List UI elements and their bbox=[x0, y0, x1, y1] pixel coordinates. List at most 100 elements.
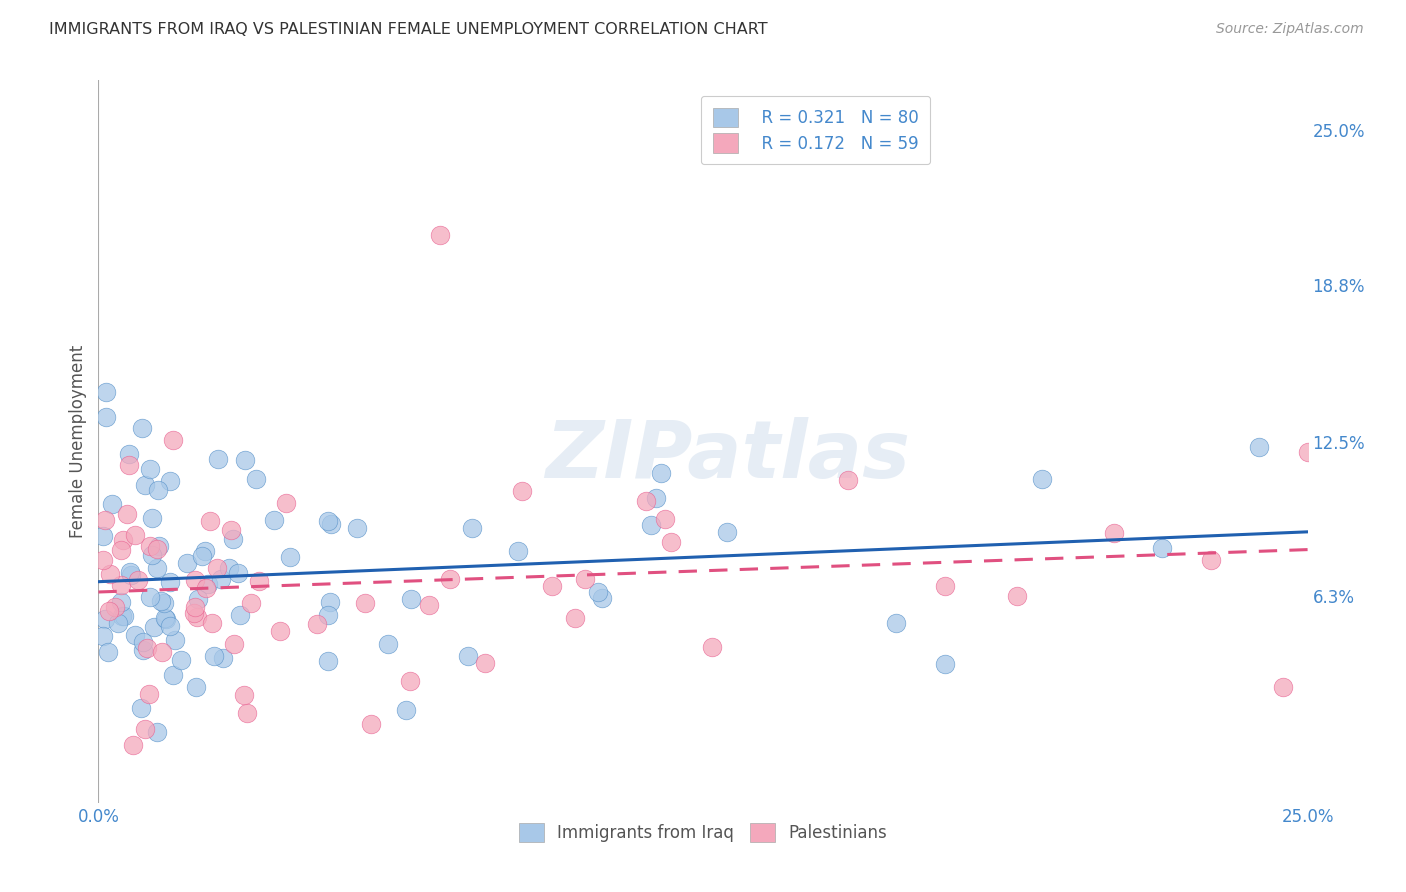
Point bbox=[132, 643, 155, 657]
Point bbox=[429, 227, 451, 242]
Point bbox=[186, 610, 208, 624]
Point bbox=[1296, 445, 1319, 459]
Point bbox=[229, 607, 252, 622]
Point bbox=[1199, 552, 1222, 566]
Point bbox=[207, 452, 229, 467]
Point bbox=[461, 521, 484, 535]
Point bbox=[274, 496, 297, 510]
Point bbox=[886, 615, 908, 630]
Point bbox=[588, 584, 610, 599]
Point bbox=[131, 421, 153, 435]
Point bbox=[159, 575, 181, 590]
Point bbox=[1007, 590, 1029, 604]
Text: ZIPatlas: ZIPatlas bbox=[544, 417, 910, 495]
Point bbox=[110, 595, 132, 609]
Point bbox=[645, 491, 668, 506]
Point bbox=[360, 717, 382, 731]
Point bbox=[165, 633, 187, 648]
Point bbox=[474, 656, 496, 670]
Point bbox=[132, 635, 155, 649]
Point bbox=[218, 560, 240, 574]
Point bbox=[152, 596, 174, 610]
Point bbox=[540, 579, 562, 593]
Point bbox=[1249, 440, 1271, 454]
Point bbox=[319, 517, 342, 532]
Point bbox=[118, 565, 141, 579]
Point bbox=[307, 617, 329, 632]
Point bbox=[176, 556, 198, 570]
Point bbox=[148, 539, 170, 553]
Point bbox=[399, 591, 422, 606]
Point bbox=[316, 655, 339, 669]
Point bbox=[107, 616, 129, 631]
Point bbox=[591, 591, 613, 606]
Point bbox=[233, 453, 256, 467]
Legend: Immigrants from Iraq, Palestinians: Immigrants from Iraq, Palestinians bbox=[512, 816, 894, 848]
Text: IMMIGRANTS FROM IRAQ VS PALESTINIAN FEMALE UNEMPLOYMENT CORRELATION CHART: IMMIGRANTS FROM IRAQ VS PALESTINIAN FEMA… bbox=[49, 22, 768, 37]
Point bbox=[146, 483, 169, 497]
Point bbox=[226, 566, 249, 581]
Point bbox=[184, 600, 207, 615]
Point bbox=[115, 507, 138, 521]
Point bbox=[201, 615, 224, 630]
Point bbox=[650, 466, 672, 480]
Point bbox=[221, 533, 243, 547]
Point bbox=[94, 513, 117, 527]
Point bbox=[263, 513, 285, 527]
Point bbox=[316, 607, 339, 622]
Point bbox=[236, 706, 259, 720]
Point bbox=[143, 620, 166, 634]
Point bbox=[110, 578, 132, 592]
Point bbox=[120, 568, 142, 582]
Point bbox=[127, 573, 149, 587]
Point bbox=[155, 612, 177, 626]
Point bbox=[94, 612, 117, 626]
Point bbox=[510, 484, 533, 499]
Point bbox=[184, 680, 207, 694]
Point bbox=[1152, 541, 1174, 555]
Point bbox=[506, 543, 529, 558]
Point bbox=[134, 478, 156, 492]
Point bbox=[269, 624, 291, 638]
Point bbox=[146, 541, 169, 556]
Point bbox=[121, 738, 143, 752]
Point bbox=[124, 628, 146, 642]
Point bbox=[136, 640, 159, 655]
Point bbox=[197, 577, 219, 591]
Point bbox=[162, 668, 184, 682]
Point bbox=[316, 514, 339, 528]
Point bbox=[354, 596, 377, 610]
Point bbox=[91, 628, 114, 642]
Point bbox=[94, 384, 117, 399]
Point bbox=[100, 567, 122, 582]
Point bbox=[112, 608, 135, 623]
Point bbox=[1031, 472, 1053, 486]
Y-axis label: Female Unemployment: Female Unemployment bbox=[69, 345, 87, 538]
Point bbox=[574, 572, 596, 586]
Point bbox=[245, 472, 267, 486]
Point bbox=[118, 447, 141, 461]
Point bbox=[280, 549, 302, 564]
Point bbox=[195, 581, 218, 595]
Point bbox=[564, 611, 586, 625]
Point bbox=[232, 688, 254, 702]
Point bbox=[91, 528, 114, 542]
Point bbox=[150, 594, 173, 608]
Point bbox=[640, 518, 662, 533]
Point bbox=[1102, 525, 1125, 540]
Point bbox=[205, 561, 228, 575]
Point bbox=[439, 572, 461, 586]
Point bbox=[111, 608, 134, 623]
Point bbox=[702, 640, 724, 654]
Point bbox=[346, 520, 368, 534]
Point bbox=[418, 598, 440, 612]
Point bbox=[101, 497, 124, 511]
Point bbox=[124, 528, 146, 542]
Point bbox=[837, 473, 859, 487]
Point bbox=[150, 645, 173, 659]
Point bbox=[377, 636, 399, 650]
Point bbox=[94, 409, 117, 424]
Point bbox=[209, 572, 232, 586]
Point bbox=[145, 724, 167, 739]
Point bbox=[159, 474, 181, 488]
